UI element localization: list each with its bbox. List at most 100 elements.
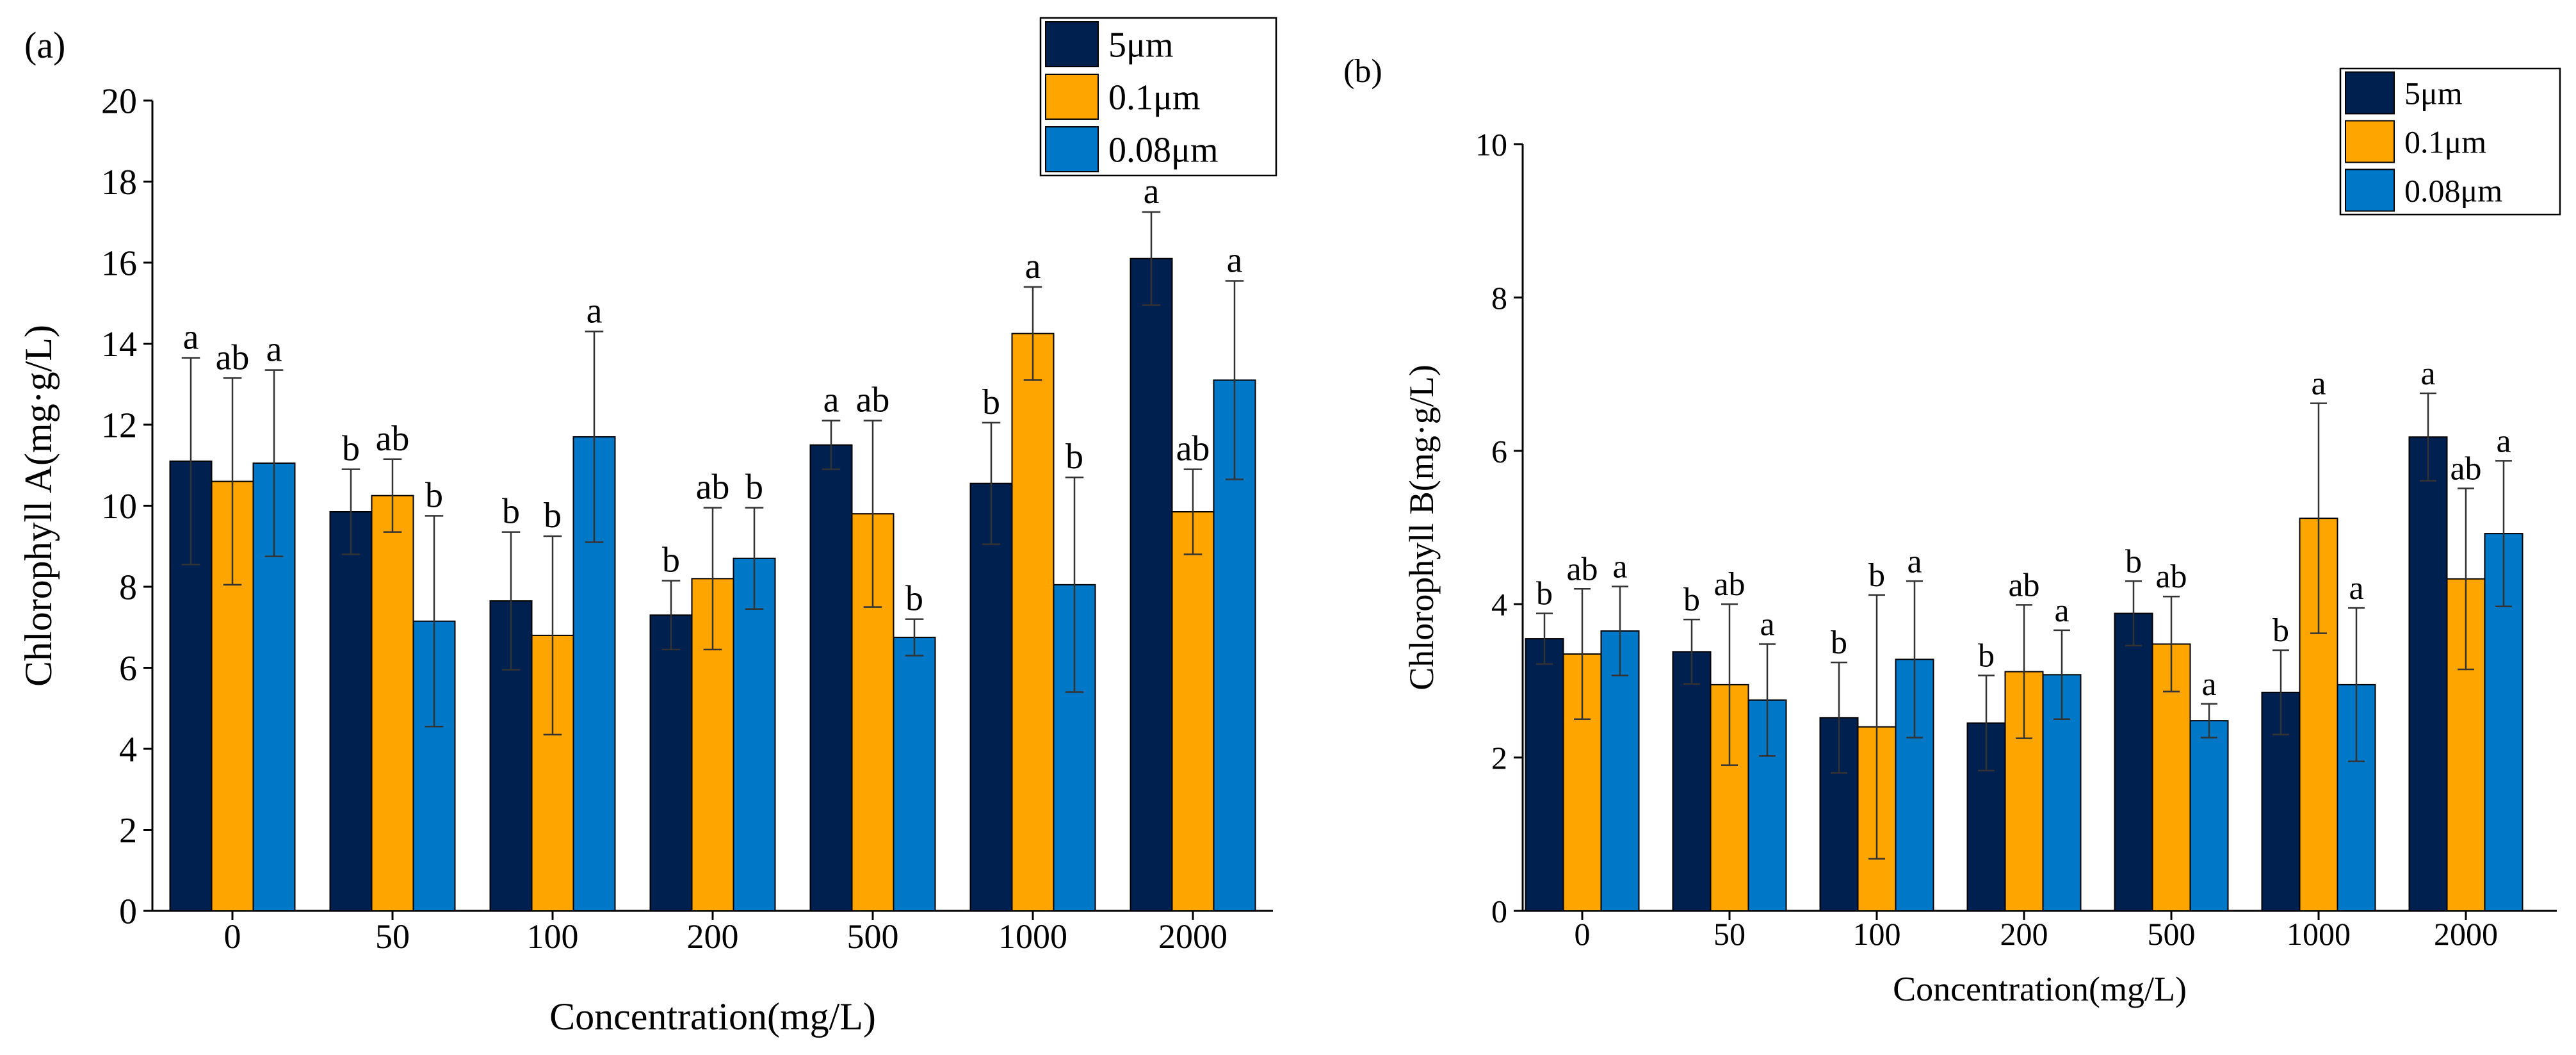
legend-swatch-008um — [2345, 168, 2395, 212]
error-bar — [1065, 476, 1084, 693]
significance-label: ab — [1176, 429, 1210, 469]
significance-label: b — [745, 468, 763, 507]
significance-label: a — [1025, 247, 1041, 286]
error-bar — [1142, 211, 1161, 306]
significance-label: ab — [1713, 566, 1745, 603]
significance-label: b — [905, 579, 923, 619]
significance-label: b — [502, 492, 520, 532]
error-bar — [822, 420, 841, 470]
legend-label: 5μm — [1108, 26, 1174, 65]
error-bar — [2310, 402, 2327, 634]
significance-label: a — [1907, 543, 1922, 580]
bar-5um-500 — [809, 444, 853, 912]
panel-b-chart: (b) 0 2 4 6 8 10 Chlorophyll B(mg·g/L) Concentra… — [1343, 53, 2561, 1008]
significance-label: a — [2201, 666, 2216, 703]
y-tick-label: 8 — [119, 568, 137, 608]
y-tick-label: 0 — [119, 892, 137, 932]
significance-label: a — [587, 291, 603, 331]
x-tick-label: 0 — [1575, 916, 1591, 952]
significance-label: b — [2125, 543, 2142, 580]
x-tick-label: 100 — [527, 917, 579, 956]
significance-label: ab — [2450, 450, 2481, 487]
significance-label: b — [1978, 638, 1995, 675]
x-tick-label: 1000 — [2287, 916, 2351, 952]
x-axis-title-b: Concentration(mg/L) — [1893, 970, 2187, 1008]
y-tick-label: 6 — [1491, 433, 1507, 469]
bar-5um-200 — [649, 614, 693, 912]
bar-01um-1000 — [1011, 332, 1055, 912]
legend-label: 0.08μm — [1108, 131, 1219, 170]
error-bar — [181, 357, 200, 566]
error-bar — [703, 507, 722, 651]
error-bar — [2201, 703, 2217, 739]
error-bar — [1683, 618, 1700, 685]
error-bar — [2272, 649, 2289, 735]
legend-swatch-01um — [1045, 74, 1099, 120]
error-bar — [1023, 286, 1042, 381]
x-tick-label: 100 — [1853, 916, 1901, 952]
bar-008um-200 — [733, 557, 776, 912]
error-bar — [1612, 585, 1628, 676]
x-tick-label: 0 — [224, 917, 241, 956]
significance-label: a — [1227, 240, 1243, 280]
significance-label: b — [1536, 576, 1553, 612]
y-tick-label: 2 — [119, 811, 137, 851]
y-axis-title-a: Chlorophyll A(mg·g/L) — [17, 325, 60, 687]
significance-label: a — [1760, 606, 1774, 642]
legend-swatch-01um — [2345, 120, 2395, 163]
significance-label: a — [823, 380, 839, 420]
significance-label: b — [544, 496, 562, 536]
panel-a-chart: (a) 0 2 4 6 8 10 12 14 16 18 20 Chlorophyll A(mg·g/L… — [17, 17, 1277, 1038]
error-bar — [383, 458, 402, 533]
error-bar — [1906, 580, 1923, 739]
significance-label: ab — [1566, 551, 1598, 587]
bar-01um-50 — [371, 495, 414, 912]
y-tick-label: 16 — [101, 244, 137, 284]
significance-label: a — [183, 318, 199, 357]
significance-label: a — [2311, 366, 2326, 402]
significance-label: a — [1144, 172, 1160, 211]
x-tick-label: 50 — [375, 917, 410, 956]
significance-label: ab — [216, 338, 250, 377]
error-bar — [1536, 612, 1553, 665]
bar-5um-1000 — [969, 482, 1013, 912]
error-bar — [1831, 661, 1847, 774]
y-tick-label: 20 — [101, 82, 137, 122]
y-tick-label: 12 — [101, 406, 137, 446]
bar-5um-2000 — [2408, 436, 2448, 912]
error-bar — [223, 377, 242, 586]
significance-label: b — [982, 382, 1000, 422]
x-axis-title-a: Concentration(mg/L) — [549, 995, 876, 1038]
error-bar — [1978, 675, 1995, 772]
bar-008um-500 — [2189, 720, 2229, 912]
y-tick-label: 6 — [119, 649, 137, 689]
y-axis-title-b: Chlorophyll B(mg·g/L) — [1402, 364, 1441, 690]
error-bar — [2420, 392, 2436, 482]
x-tick-label: 50 — [1713, 916, 1746, 952]
legend-swatch-5um — [1045, 21, 1099, 67]
y-tick-label: 8 — [1491, 280, 1507, 316]
significance-label: a — [2420, 356, 2435, 392]
significance-label: a — [2054, 593, 2069, 629]
error-bar — [1868, 594, 1885, 860]
error-bar — [501, 531, 521, 671]
error-bar — [1183, 468, 1203, 555]
bar-008um-500 — [893, 637, 936, 912]
x-tick-label: 2000 — [2434, 916, 2498, 952]
y-tick-label: 4 — [1491, 587, 1507, 623]
significance-label: b — [1831, 625, 1847, 661]
error-bar — [1721, 603, 1738, 766]
significance-label: b — [342, 429, 360, 469]
error-bar — [341, 468, 360, 555]
x-tick-label: 500 — [2148, 916, 2196, 952]
y-tick-label: 10 — [1475, 127, 1507, 163]
error-bar — [2163, 595, 2180, 692]
error-bar — [2495, 460, 2512, 608]
legend-label: 0.1μm — [2404, 124, 2486, 160]
significance-label: b — [1868, 557, 1885, 594]
significance-label: b — [1683, 582, 1700, 618]
significance-label: ab — [2008, 567, 2039, 603]
significance-label: ab — [2155, 559, 2187, 595]
legend-swatch-5um — [2345, 71, 2395, 115]
